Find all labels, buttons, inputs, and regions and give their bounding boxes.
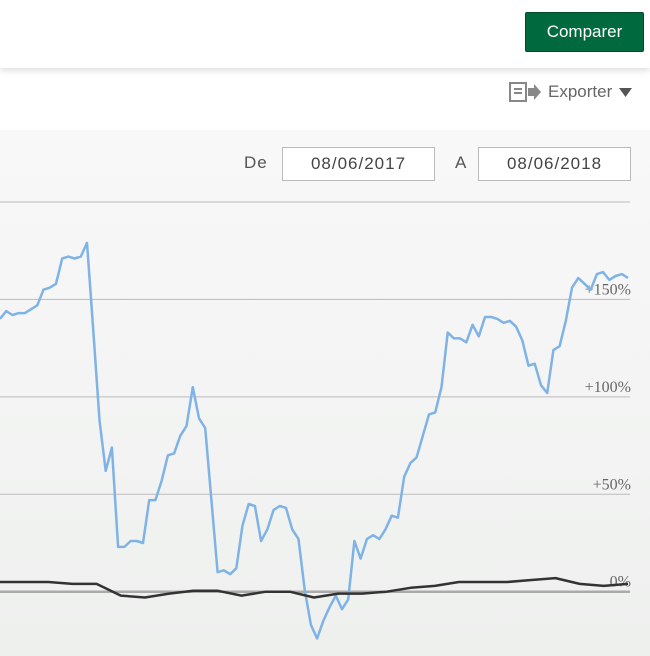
compare-button[interactable]: Comparer [525,12,644,52]
series-line [0,241,629,640]
from-date-input[interactable]: 08/06/2017 [282,147,435,181]
top-bar: Comparer [0,0,650,68]
from-label: De [244,153,268,172]
dropdown-arrow [619,88,633,97]
export-label: Exporter [548,82,613,101]
y-tick-label: +100% [585,379,631,396]
to-label: A [455,153,468,172]
y-tick-label: 0% [610,574,631,591]
y-tick-label: +50% [593,476,631,493]
y-tick-label: +150% [585,281,631,298]
series-line [0,576,629,599]
chart-panel [0,130,650,656]
export-menu[interactable]: Exporter [508,80,634,104]
export-icon [509,82,541,102]
to-date-input[interactable]: 08/06/2018 [478,147,631,181]
